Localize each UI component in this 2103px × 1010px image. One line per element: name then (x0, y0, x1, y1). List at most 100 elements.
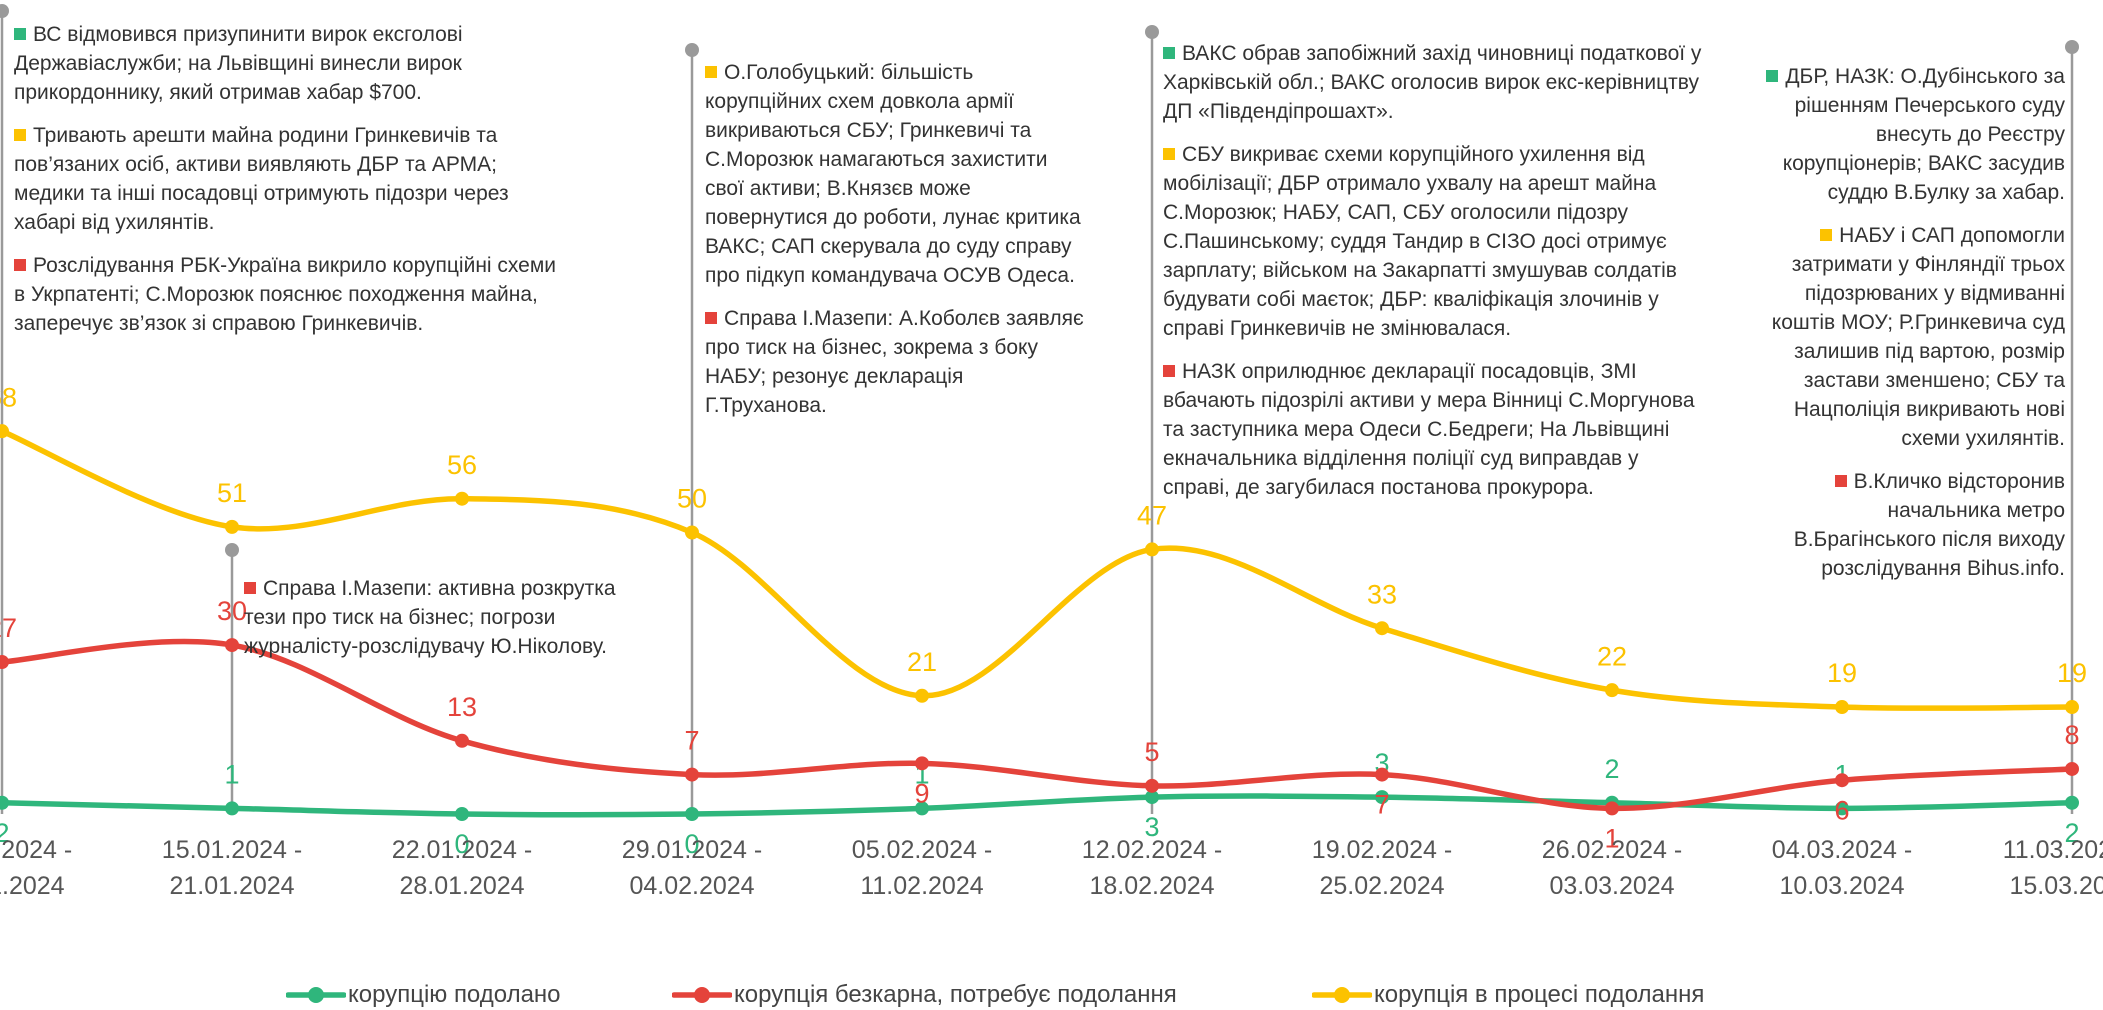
point (1375, 621, 1389, 636)
point (1145, 790, 1159, 805)
point (1835, 700, 1849, 715)
annotation-text: ВАКС обрав запобіжний захід чиновниці по… (1163, 42, 1702, 123)
point (2065, 761, 2079, 776)
legend-item: корупція безкарна, потребує подолання (672, 980, 1177, 1010)
annotation-item: Справа І.Мазепи: А.Коболєв заявляє про т… (705, 304, 1090, 420)
point (1375, 767, 1389, 782)
annotation-text: Розслідування РБК-Україна викрило корупц… (14, 254, 557, 335)
value-label: 1 (224, 759, 239, 789)
annotation-dot (2065, 40, 2079, 54)
annotation: ДБР, НАЗК: О.Дубінського за рішенням Печ… (1740, 62, 2065, 597)
legend-dot (694, 987, 710, 1003)
value-label: 8 (2064, 720, 2079, 750)
legend-symbol (672, 987, 732, 1003)
annotation-text: НАБУ і САП допомогли затримати у Фінлянд… (1771, 224, 2065, 450)
value-label: 6 (1834, 795, 1849, 825)
legend-symbol (286, 987, 346, 1003)
x-tick-label: 04.03.2024 - 10.03.2024 (1771, 836, 1913, 900)
annotation-text: СБУ викриває схеми корупційного ухилення… (1163, 143, 1677, 340)
value-label: 30 (217, 596, 247, 626)
value-label: 1 (1604, 823, 1619, 853)
annotation-dot (1145, 25, 1159, 39)
line (0, 638, 2075, 812)
legend-label: корупцію подолано (348, 981, 561, 1008)
annotation-text: В.Кличко відсторонив начальника метро В.… (1793, 470, 2065, 580)
legend-label: корупція в процесі подолання (1374, 981, 1705, 1008)
annotation-text: ВС відмовився призупинити вирок ексголов… (14, 23, 463, 104)
legend: корупцію подолано корупція безкарна, потр… (0, 980, 2103, 1010)
annotation-item: Розслідування РБК-Україна викрило корупц… (14, 251, 559, 338)
point (685, 807, 699, 821)
annotation-item: НАБУ і САП допомогли затримати у Фінлянд… (1740, 221, 2065, 453)
annotation-text: Справа І.Мазепи: А.Коболєв заявляє про т… (705, 307, 1084, 417)
point (1375, 790, 1389, 805)
annotation-lines (0, 4, 2079, 814)
value-label: 0 (684, 829, 699, 859)
x-tick-label: 22.01.2024 - 28.01.2024 (391, 836, 533, 900)
x-tick-label: 12.02.2024 - 18.02.2024 (1081, 836, 1223, 900)
legend-dot (308, 987, 324, 1003)
line (0, 793, 2075, 818)
value-label: 13 (447, 692, 477, 722)
value-label: 2 (2064, 818, 2079, 848)
annotation: ВАКС обрав запобіжний захід чиновниці по… (1163, 39, 1708, 516)
annotation-text: Справа І.Мазепи: активна розкрутка тези … (244, 577, 616, 658)
annotation-marker (1766, 70, 1779, 82)
value-label: 0 (454, 829, 469, 859)
value-label: 22 (1597, 641, 1627, 671)
annotation-marker (244, 582, 256, 594)
annotation-marker (14, 28, 26, 40)
value-label: 51 (217, 478, 247, 508)
point (1605, 683, 1619, 698)
legend-item: корупцію подолано (286, 980, 561, 1010)
value-label: 3 (1144, 812, 1159, 842)
annotation-marker (1163, 148, 1175, 160)
annotation-marker (705, 66, 717, 78)
point (685, 525, 699, 540)
annotation-marker (1820, 229, 1833, 241)
annotation-dot (685, 43, 699, 57)
value-label: 68 (0, 382, 17, 412)
annotation-item: ВС відмовився призупинити вирок ексголов… (14, 20, 559, 107)
point (685, 767, 699, 782)
annotation-item: ДБР, НАЗК: О.Дубінського за рішенням Печ… (1740, 62, 2065, 207)
point (455, 807, 469, 821)
value-label: 9 (914, 778, 929, 808)
value-label: 19 (2057, 658, 2087, 688)
annotation-marker (1834, 475, 1847, 487)
annotation: Справа І.Мазепи: активна розкрутка тези … (244, 574, 649, 675)
point (1605, 801, 1619, 816)
annotation-item: Тривають арешти майна родини Гринкевичів… (14, 121, 559, 237)
annotation-dot (0, 4, 9, 18)
annotation: О.Голобуцький: більшість корупційних схе… (705, 58, 1090, 434)
x-tick-label: 05.02.2024 - 11.02.2024 (851, 836, 993, 900)
point (915, 756, 929, 771)
value-label: 21 (907, 647, 937, 677)
value-label: 19 (1827, 658, 1857, 688)
x-tick-label: 29.01.2024 - 04.02.2024 (621, 836, 763, 900)
x-tick-label: 11.03.2024 - 15.03.2024 (2002, 836, 2103, 900)
point (2065, 700, 2079, 715)
value-label: 2 (1604, 754, 1619, 784)
series: 68 51 56 50 21 47 33 22 19 19 (0, 382, 2087, 715)
x-tick-label: 15.01.2024 - 21.01.2024 (161, 836, 303, 900)
x-tick-label: 19.02.2024 - 25.02.2024 (1311, 836, 1453, 900)
annotation-item: ВАКС обрав запобіжний захід чиновниці по… (1163, 39, 1708, 126)
point (1835, 801, 1849, 816)
annotation-marker (14, 259, 26, 271)
annotation-item: СБУ викриває схеми корупційного ухилення… (1163, 140, 1708, 343)
value-label: 5 (1144, 737, 1159, 767)
value-label: 50 (677, 484, 707, 514)
line (0, 428, 2075, 712)
annotation-marker (14, 129, 26, 141)
annotation-text: О.Голобуцький: більшість корупційних схе… (705, 61, 1081, 287)
annotation-text: ДБР, НАЗК: О.Дубінського за рішенням Печ… (1782, 65, 2065, 204)
legend-symbol (1312, 987, 1372, 1003)
annotation-marker (705, 312, 717, 324)
point (0, 424, 9, 439)
annotation-dot (225, 543, 239, 557)
value-label: 27 (0, 613, 17, 643)
value-label: 7 (684, 726, 699, 756)
point (1145, 542, 1159, 557)
value-label: 33 (1367, 579, 1397, 609)
